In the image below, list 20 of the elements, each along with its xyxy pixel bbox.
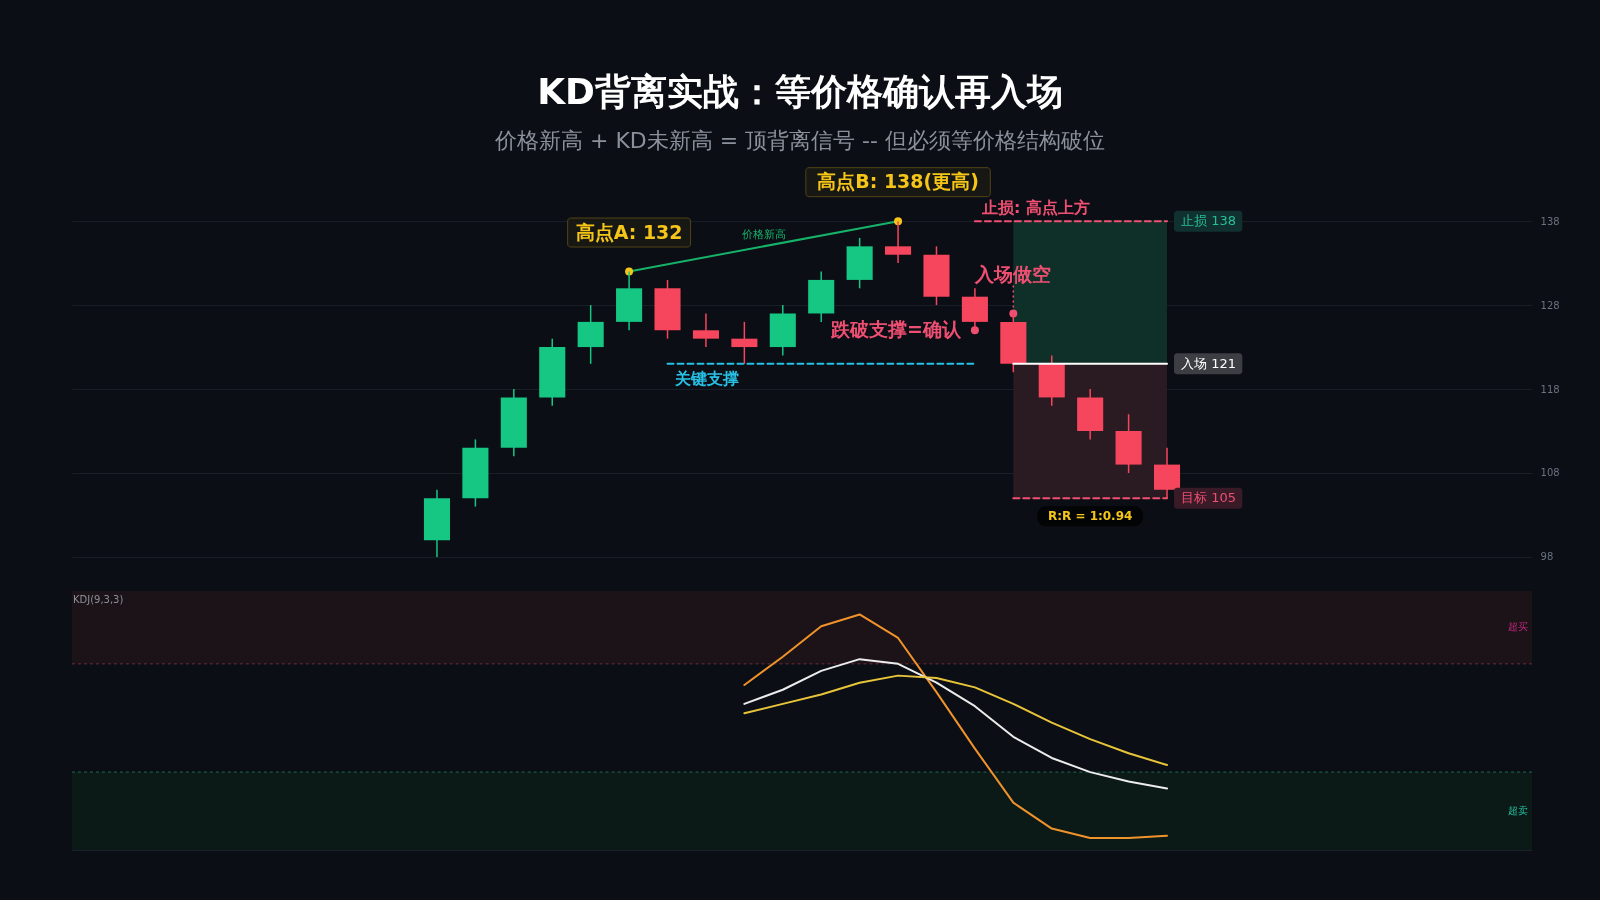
band-label: 超买 <box>1508 621 1529 633</box>
point <box>1009 309 1018 318</box>
y-tick-label: 138 <box>1540 215 1560 227</box>
chart-title: KD背离实战：等价格确认再入场 <box>537 71 1063 113</box>
data-label: 入场 121 <box>1181 355 1236 371</box>
series-label: 止损: 高点上方 <box>980 198 1090 218</box>
candlestick <box>731 321 758 365</box>
band-label: 超卖 <box>1508 804 1529 816</box>
data-label: 止损 138 <box>1181 213 1236 229</box>
chart-subtitle: 价格新高 + KD未新高 = 顶背离信号 -- 但必须等价格结构破位 <box>494 128 1105 154</box>
series-label: 关键支撑 <box>673 368 739 388</box>
series-label: 入场做空 <box>974 262 1052 285</box>
chart-title: KDJ(9,3,3) <box>72 593 124 605</box>
data-label: 目标 105 <box>1181 490 1236 506</box>
y-tick-label: 118 <box>1540 383 1560 395</box>
y-tick-label: 98 <box>1540 551 1554 563</box>
annotation: R:R = 1:0.94 <box>1048 509 1133 524</box>
y-tick-label: 108 <box>1540 467 1560 479</box>
series-label: 跌破支撑=确认 <box>830 318 962 341</box>
y-tick-label: 128 <box>1540 299 1560 311</box>
